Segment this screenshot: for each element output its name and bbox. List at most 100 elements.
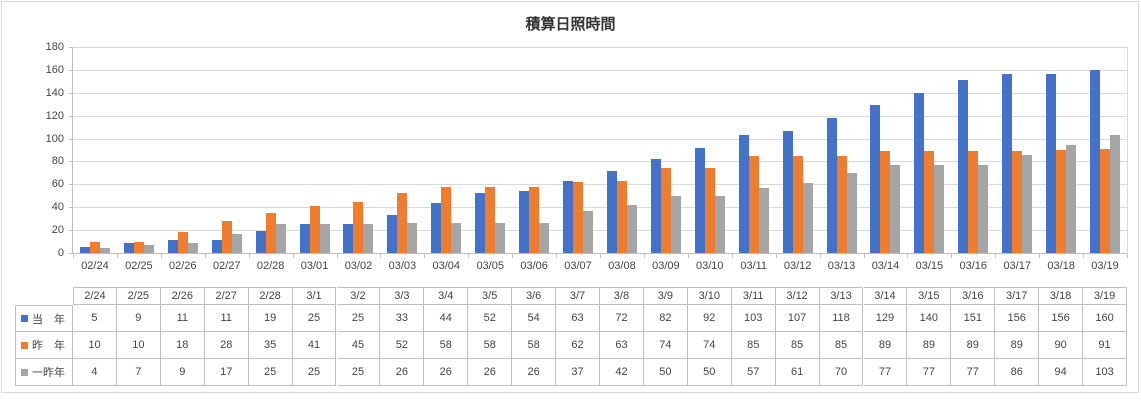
table-cell-r1-c22: 156 [995, 305, 1040, 332]
y-axis-tick [69, 207, 73, 209]
x-axis-tick [468, 254, 470, 258]
table-cell-r3-c8: 26 [380, 359, 425, 386]
table-cell-r3-c5: 25 [248, 359, 293, 386]
table-cell-r3-c12: 37 [556, 359, 600, 386]
gridline [73, 161, 1127, 163]
bar-series2-cat16 [748, 155, 759, 253]
bar-series3-cat15 [714, 195, 725, 253]
x-axis-tick [819, 254, 821, 258]
x-axis-label: 03/18 [1047, 260, 1075, 272]
bar-series2-cat2 [133, 241, 144, 253]
bar-series1-cat8 [387, 215, 398, 253]
gridline [73, 69, 1127, 71]
table-header-cell: 2/26 [160, 287, 205, 305]
legend-swatch-series3 [21, 368, 28, 376]
table-cell-r1-c23: 156 [1039, 305, 1084, 332]
x-axis-label: 03/04 [432, 260, 461, 272]
table-cell-r1-c14: 82 [643, 305, 688, 332]
table-header-cell: 2/24 [73, 287, 117, 305]
bar-series1-cat19 [870, 105, 881, 253]
bar-series2-cat20 [924, 151, 935, 253]
x-axis-tick [951, 254, 953, 258]
x-axis-label: 03/08 [608, 260, 636, 272]
table-header-cell: 3/11 [731, 287, 776, 305]
bar-series3-cat10 [495, 223, 506, 253]
bar-series2-cat17 [792, 155, 803, 253]
table-cell-r2-c6: 41 [292, 332, 337, 359]
bar-series2-cat18 [836, 155, 847, 253]
x-axis-label: 03/15 [915, 260, 944, 272]
table-cell-r1-c15: 92 [687, 305, 732, 332]
x-axis-label: 02/24 [81, 260, 109, 272]
x-axis-tick [863, 254, 865, 258]
x-axis-label: 03/12 [783, 260, 812, 272]
bar-series2-cat24 [1100, 148, 1111, 253]
table-cell-r3-c6: 25 [292, 359, 337, 386]
bar-series3-cat9 [451, 223, 462, 253]
x-axis-label: 02/27 [212, 260, 241, 272]
table-cell-r3-c23: 94 [1039, 359, 1084, 386]
x-axis-tick [1127, 254, 1128, 258]
table-cell-r1-c3: 11 [160, 305, 205, 332]
bar-series2-cat9 [441, 186, 452, 253]
y-axis-tick [69, 138, 73, 140]
table-cell-r3-c9: 26 [424, 359, 469, 386]
x-axis-label: 03/03 [388, 260, 417, 272]
legend-label-series1: 当 年 [32, 313, 65, 326]
table-cell-r2-c10: 58 [468, 332, 513, 359]
y-axis-tick [69, 69, 73, 71]
bar-series3-cat21 [978, 164, 989, 253]
table-cell-r2-c3: 18 [160, 332, 205, 359]
gridline [73, 184, 1127, 186]
gridline [73, 47, 1127, 48]
table-cell-r2-c23: 90 [1039, 332, 1084, 359]
x-axis-tick [1083, 254, 1085, 258]
x-axis-label: 03/06 [520, 260, 548, 272]
y-axis-tick [69, 161, 73, 163]
x-axis-label: 02/26 [169, 260, 197, 272]
bar-series2-cat23 [1056, 150, 1067, 253]
table-cell-r3-c13: 42 [600, 359, 644, 386]
table-cell-r2-c14: 74 [643, 332, 688, 359]
x-axis-label: 03/09 [652, 260, 680, 272]
bar-series2-cat13 [616, 180, 627, 253]
y-axis-label: 20 [51, 224, 64, 237]
bar-series3-cat18 [846, 172, 857, 253]
gridline [73, 230, 1127, 232]
table-cell-r3-c20: 77 [907, 359, 952, 386]
bar-series2-cat10 [485, 186, 496, 253]
table-cell-r3-c14: 50 [643, 359, 688, 386]
x-axis-tick [73, 254, 74, 258]
bar-series1-cat17 [782, 130, 793, 253]
table-cell-r3-c21: 77 [951, 359, 996, 386]
table-header-cell: 3/6 [512, 287, 557, 305]
y-axis-label: 140 [45, 86, 64, 99]
bar-series1-cat16 [738, 135, 749, 253]
table-cell-r2-c8: 52 [380, 332, 425, 359]
table-cell-r1-c21: 151 [951, 305, 996, 332]
table-header-cell: 3/1 [292, 287, 337, 305]
table-cell-r3-c24: 103 [1083, 359, 1127, 386]
table-cell-r2-c1: 10 [73, 332, 117, 359]
bar-series3-cat20 [934, 164, 945, 253]
legend-cell-series2: 昨 年 [15, 332, 73, 359]
bar-series3-cat3 [187, 242, 198, 253]
table-header-cell: 3/19 [1083, 287, 1127, 305]
table-cell-r2-c5: 35 [248, 332, 293, 359]
table-cell-r3-c11: 26 [512, 359, 557, 386]
x-axis-label: 02/25 [125, 260, 153, 272]
bar-series1-cat14 [650, 159, 661, 253]
table-cell-r3-c17: 61 [775, 359, 820, 386]
table-cell-r1-c2: 9 [116, 305, 161, 332]
table-header-cell: 3/16 [951, 287, 996, 305]
bar-series3-cat11 [539, 223, 550, 253]
x-axis-tick [556, 254, 558, 258]
bar-series1-cat6 [299, 224, 310, 253]
table-header-cell: 3/3 [380, 287, 425, 305]
y-axis-tick [69, 47, 73, 48]
table-header-cell: 3/17 [995, 287, 1040, 305]
x-axis-tick [687, 254, 689, 258]
gridline [73, 92, 1127, 94]
table-cell-r3-c3: 9 [160, 359, 205, 386]
